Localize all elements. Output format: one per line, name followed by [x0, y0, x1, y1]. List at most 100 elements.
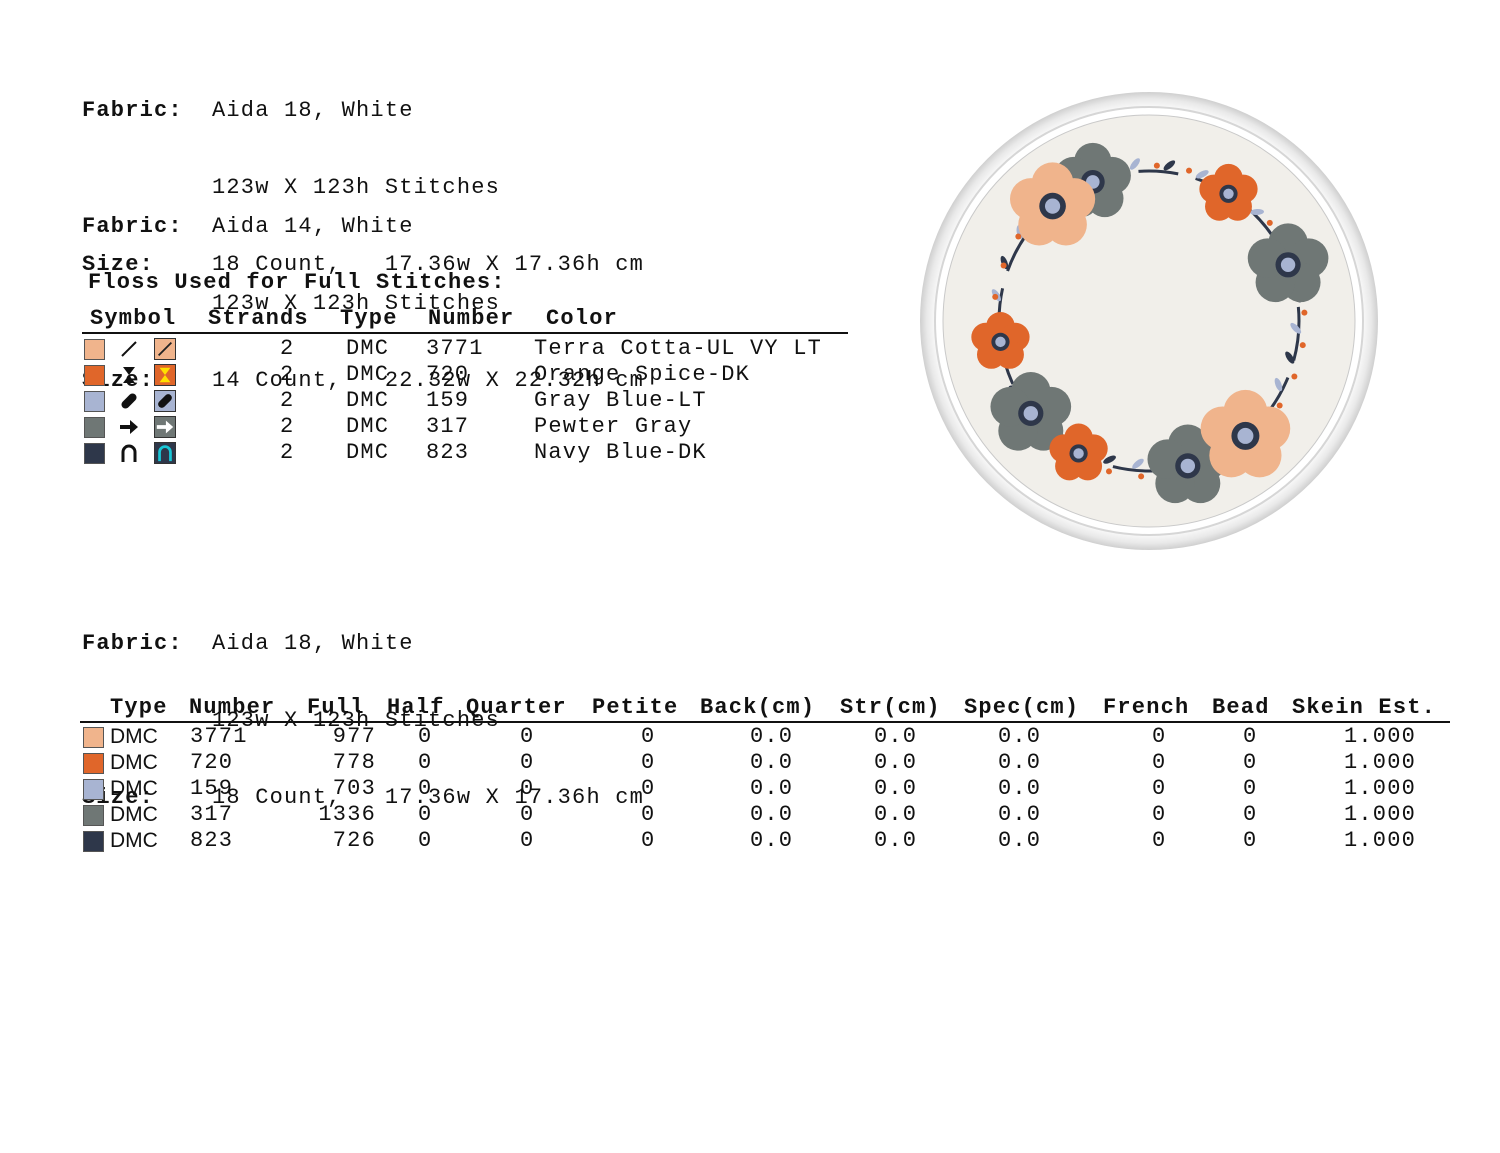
full-cell: 977 — [332, 724, 376, 749]
skein-cell: 1.000 — [1343, 802, 1416, 827]
slash-box-icon — [154, 338, 176, 360]
header-half: Half — [387, 695, 445, 720]
color-swatch — [84, 391, 105, 412]
arrow-right-box-icon — [154, 416, 176, 438]
skein-cell: 1.000 — [1343, 776, 1416, 801]
strands-cell: 2 — [280, 414, 295, 439]
stitches-value: 123w X 123h Stitches — [212, 175, 501, 200]
type-cell: DMC — [110, 777, 158, 800]
quarter-cell: 0 — [520, 802, 535, 827]
color-name-cell: Pewter Gray — [534, 414, 693, 439]
spec-cell: 0.0 — [998, 828, 1042, 853]
header-type: Type — [110, 695, 168, 720]
strands-cell: 2 — [280, 336, 295, 361]
type-cell: DMC — [346, 336, 390, 361]
totals-row: DMC 823 726 0 0 0 0.0 0.0 0.0 0 0 1.000 — [80, 828, 1450, 854]
type-cell: DMC — [346, 388, 390, 413]
quarter-cell: 0 — [520, 828, 535, 853]
french-cell: 0 — [1152, 828, 1167, 853]
floss-row: 2 DMC 3771 Terra Cotta-UL VY LT — [82, 336, 848, 362]
number-cell: 3771 — [190, 724, 248, 749]
fabric-block-2: Fabric: Aida 14, White 123w X 123h Stitch… — [82, 163, 644, 419]
floss-row: 2 DMC 317 Pewter Gray — [82, 414, 848, 440]
header-strands: Strands — [208, 306, 309, 331]
french-cell: 0 — [1152, 776, 1167, 801]
french-cell: 0 — [1152, 802, 1167, 827]
header-spec: Spec(cm) — [964, 695, 1080, 720]
french-cell: 0 — [1152, 750, 1167, 775]
str-cell: 0.0 — [874, 828, 918, 853]
type-cell: DMC — [110, 751, 158, 774]
pill-box-icon — [154, 390, 176, 412]
totals-row: DMC 159 703 0 0 0 0.0 0.0 0.0 0 0 1.000 — [80, 776, 1450, 802]
color-swatch — [83, 727, 104, 748]
spec-cell: 0.0 — [998, 776, 1042, 801]
number-cell: 317 — [426, 414, 470, 439]
full-cell: 778 — [332, 750, 376, 775]
fabric-block-3: Fabric: Aida 18, White 123w X 123h Stitch… — [82, 580, 644, 836]
header-back: Back(cm) — [700, 695, 816, 720]
header-symbol: Symbol — [90, 306, 177, 331]
fabric-label: Fabric: — [82, 98, 183, 123]
fabric-label: Fabric: — [82, 214, 183, 239]
size-value: 18 Count, 17.36w X 17.36h cm — [212, 785, 645, 810]
header-skein: Skein Est. — [1292, 695, 1437, 720]
french-cell: 0 — [1152, 724, 1167, 749]
quarter-cell: 0 — [520, 776, 535, 801]
skein-cell: 1.000 — [1343, 828, 1416, 853]
header-str: Str(cm) — [840, 695, 941, 720]
wreath-preview-image — [920, 92, 1378, 550]
type-cell: DMC — [346, 362, 390, 387]
half-cell: 0 — [418, 776, 433, 801]
totals-row: DMC 317 1336 0 0 0 0.0 0.0 0.0 0 0 1.000 — [80, 802, 1450, 828]
floss-title: Floss Used for Full Stitches: — [88, 270, 506, 295]
half-cell: 0 — [418, 724, 433, 749]
number-cell: 3771 — [426, 336, 484, 361]
header-type: Type — [340, 306, 398, 331]
color-swatch — [83, 753, 104, 774]
petite-cell: 0 — [641, 724, 656, 749]
color-swatch — [84, 365, 105, 386]
type-cell: DMC — [346, 440, 390, 465]
color-name-cell: Orange Spice-DK — [534, 362, 751, 387]
hourglass-icon — [123, 367, 135, 383]
str-cell: 0.0 — [874, 724, 918, 749]
number-cell: 823 — [426, 440, 470, 465]
size-value: 18 Count, 17.36w X 17.36h cm — [212, 252, 645, 277]
header-bead: Bead — [1212, 695, 1270, 720]
number-cell: 823 — [190, 828, 234, 853]
color-swatch — [84, 339, 105, 360]
number-cell: 720 — [426, 362, 470, 387]
floss-row: 2 DMC 159 Gray Blue-LT — [82, 388, 848, 414]
header-number: Number — [428, 306, 515, 331]
totals-row: DMC 720 778 0 0 0 0.0 0.0 0.0 0 0 1.000 — [80, 750, 1450, 776]
color-swatch — [83, 831, 104, 852]
bead-cell: 0 — [1243, 724, 1258, 749]
type-cell: DMC — [110, 829, 158, 852]
bead-cell: 0 — [1243, 802, 1258, 827]
floss-table-header: Symbol Strands Type Number Color — [82, 306, 848, 334]
color-name-cell: Navy Blue-DK — [534, 440, 707, 465]
half-cell: 0 — [418, 802, 433, 827]
header-quarter: Quarter — [466, 695, 567, 720]
str-cell: 0.0 — [874, 802, 918, 827]
color-swatch — [83, 779, 104, 800]
header-number: Number — [189, 695, 276, 720]
spec-cell: 0.0 — [998, 802, 1042, 827]
color-name-cell: Gray Blue-LT — [534, 388, 707, 413]
bead-cell: 0 — [1243, 750, 1258, 775]
arch-icon — [121, 444, 137, 462]
fabric-label: Fabric: — [82, 631, 183, 656]
color-swatch — [83, 805, 104, 826]
header-color: Color — [546, 306, 619, 331]
number-cell: 159 — [190, 776, 234, 801]
quarter-cell: 0 — [520, 750, 535, 775]
stitches-value: 123w X 123h Stitches — [212, 291, 501, 316]
floss-row: 2 DMC 823 Navy Blue-DK — [82, 440, 848, 466]
skein-cell: 1.000 — [1343, 750, 1416, 775]
back-cell: 0.0 — [750, 802, 794, 827]
half-cell: 0 — [418, 750, 433, 775]
fabric-value: Aida 14, White — [212, 214, 414, 239]
size-label: Size: — [82, 252, 155, 277]
petite-cell: 0 — [641, 750, 656, 775]
